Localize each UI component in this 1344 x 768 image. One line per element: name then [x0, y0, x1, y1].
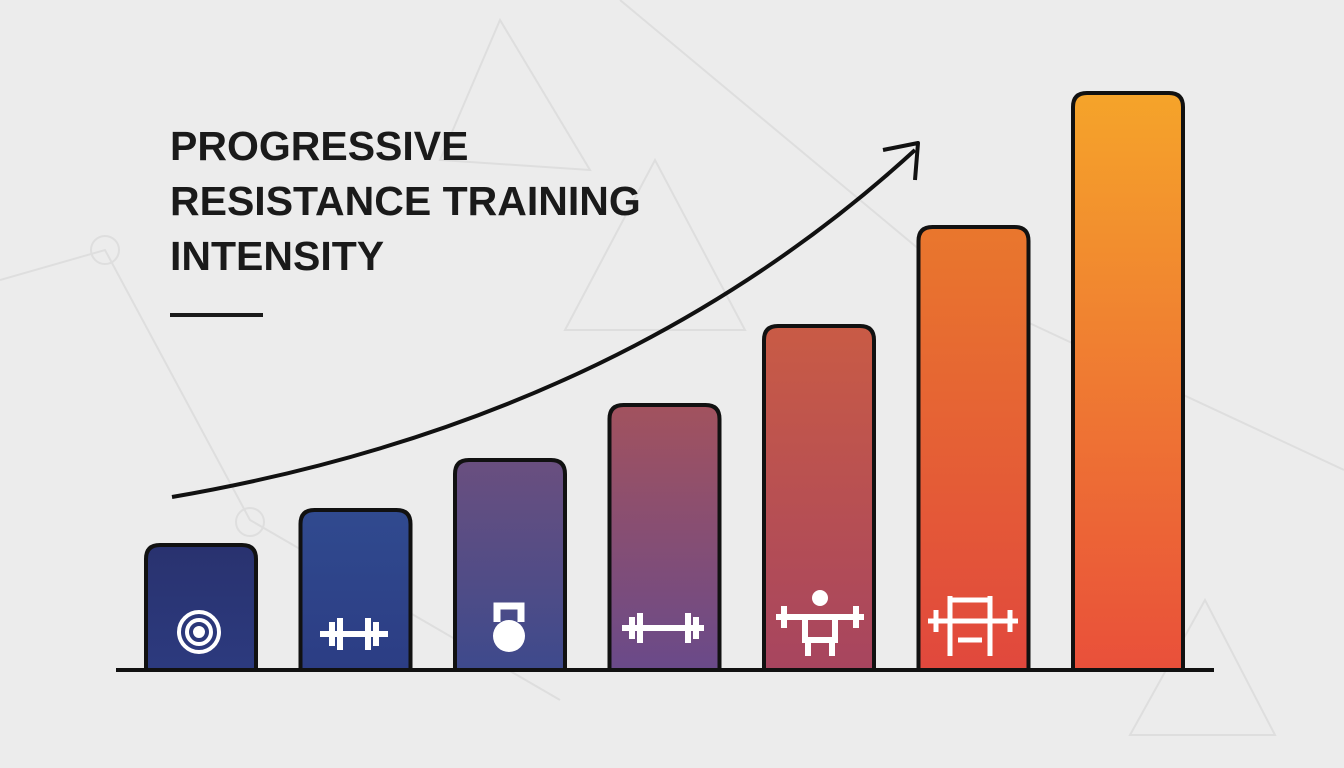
bar	[607, 403, 722, 668]
bar	[453, 458, 567, 668]
bar	[762, 324, 876, 668]
bar	[1071, 91, 1185, 668]
title-line: INTENSITY	[170, 233, 384, 279]
arrow-head	[882, 141, 920, 181]
bars	[144, 91, 1185, 668]
bar	[298, 508, 413, 668]
title-line: RESISTANCE TRAINING	[170, 178, 641, 224]
bar	[916, 225, 1031, 668]
title-line: PROGRESSIVE	[170, 123, 468, 169]
bar	[144, 543, 258, 668]
icons	[177, 590, 1018, 656]
trend-arrow	[171, 148, 917, 499]
